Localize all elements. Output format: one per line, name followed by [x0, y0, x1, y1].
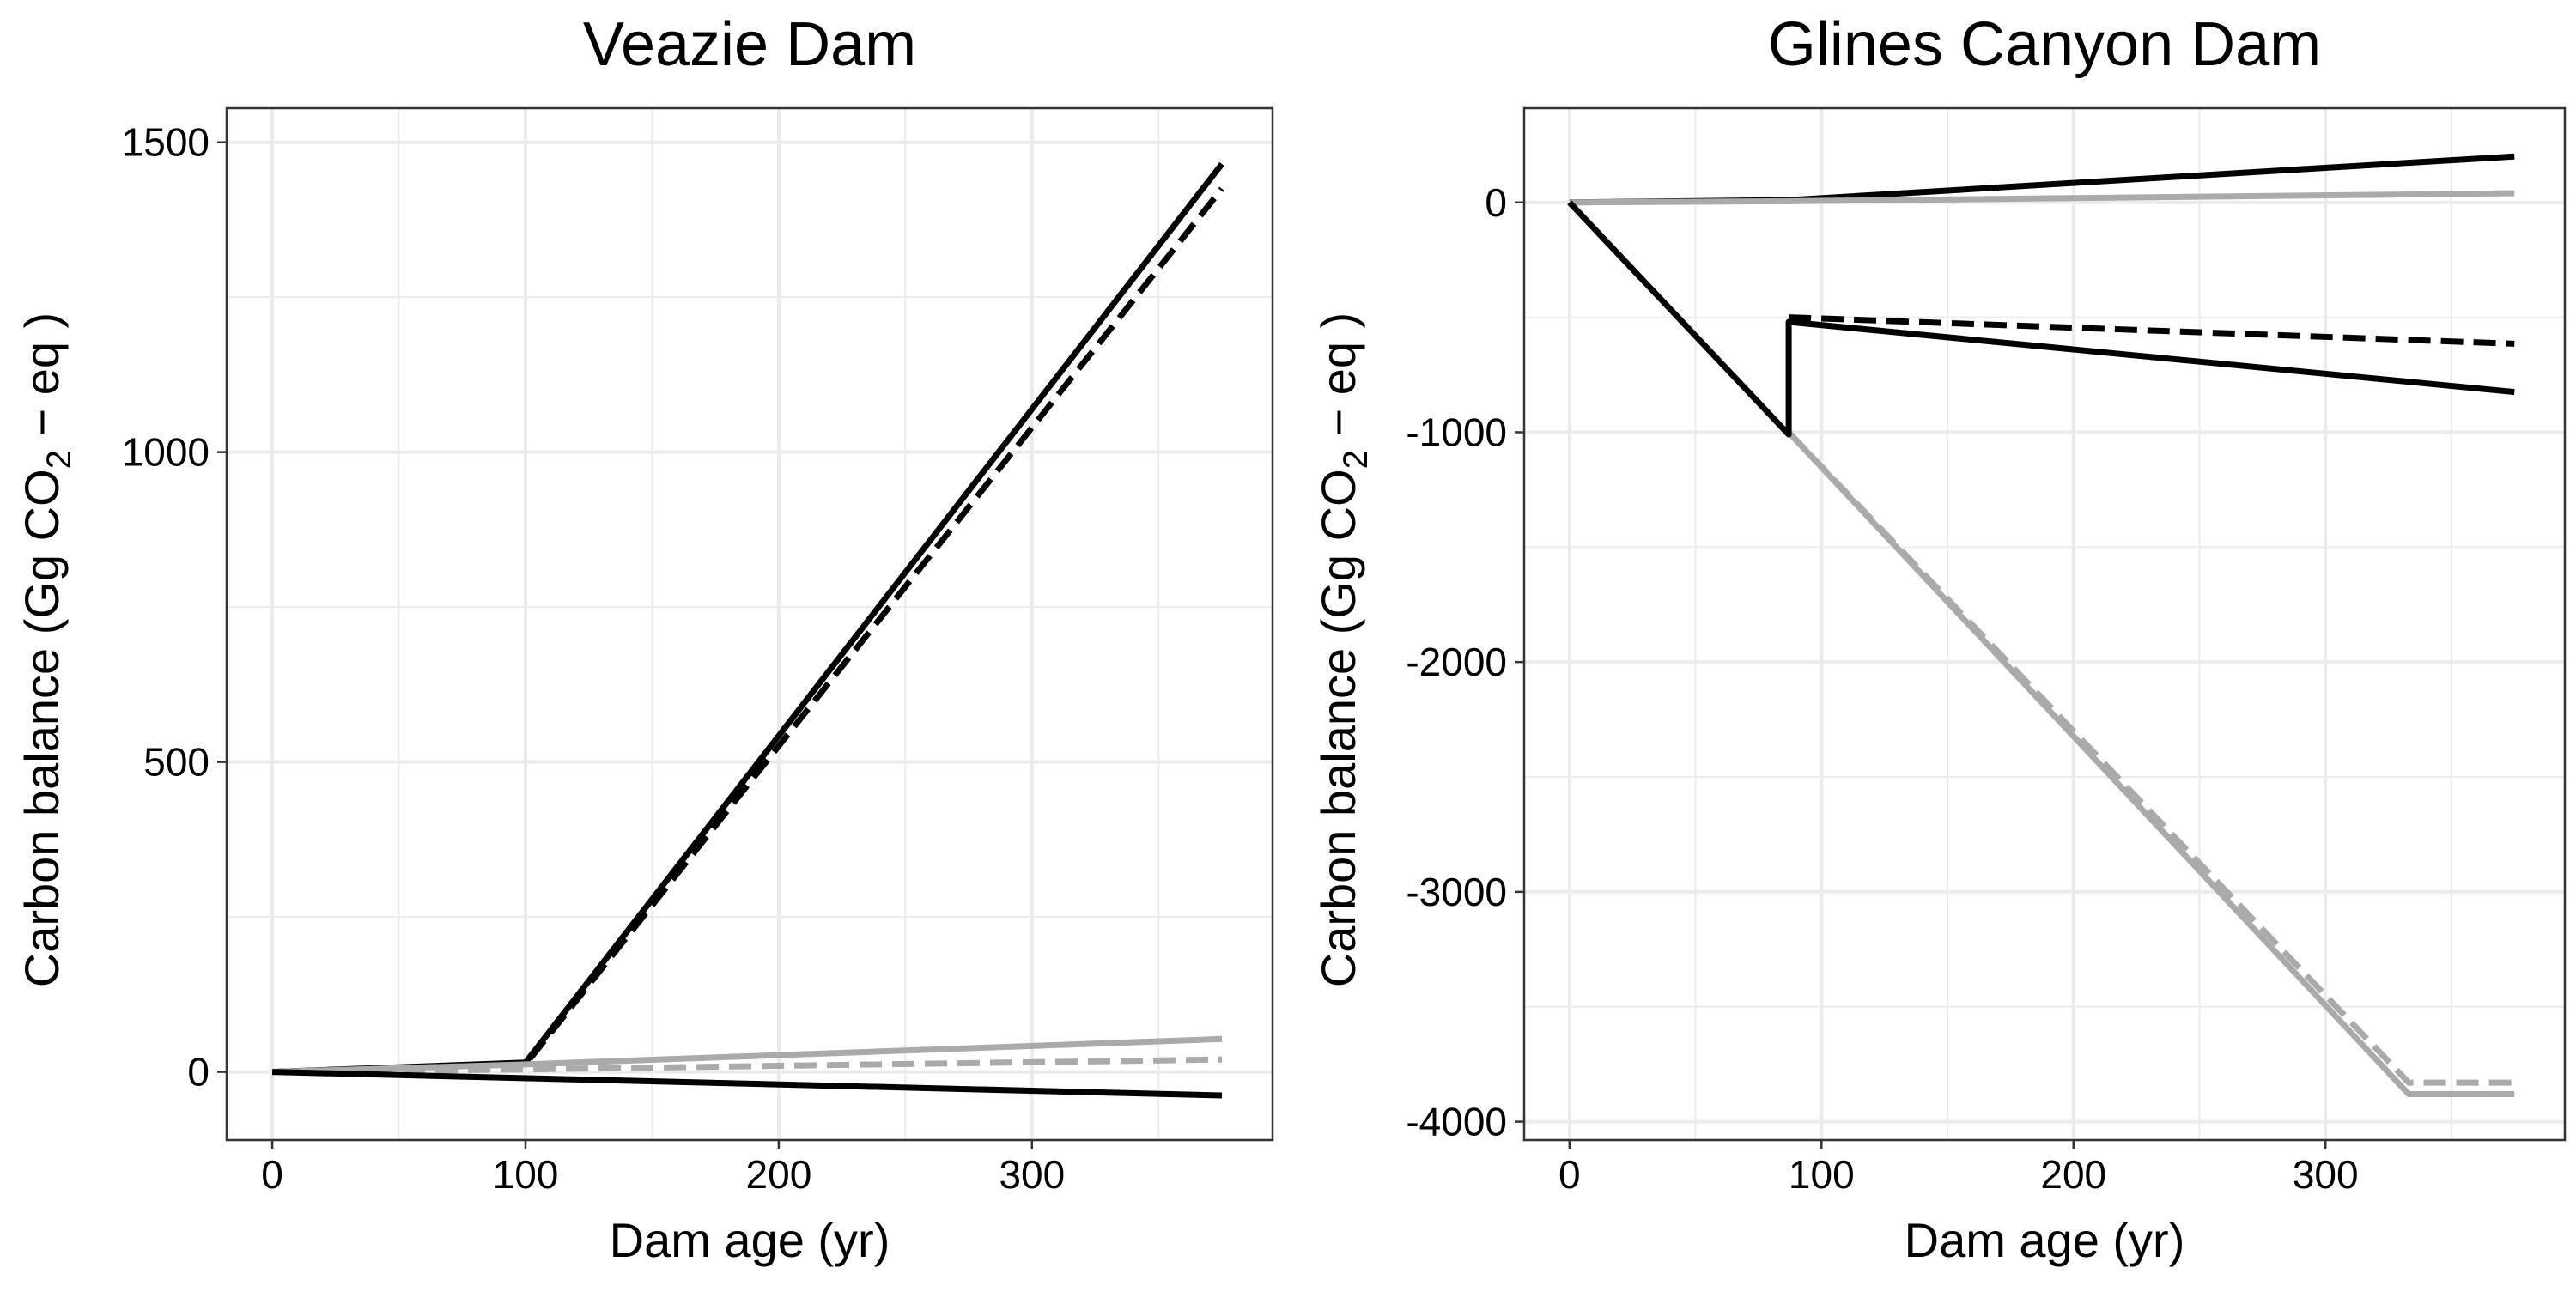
- x-tick-label: 200: [746, 1152, 812, 1197]
- chart-title: Glines Canyon Dam: [1768, 10, 2321, 79]
- y-tick-label: 0: [187, 1050, 210, 1095]
- series-line-4: [1786, 430, 2515, 1097]
- series-line-2: [1569, 190, 2515, 206]
- y-axis-label-subscript: 2: [1337, 450, 1375, 469]
- series-line-5: [1788, 314, 2515, 347]
- x-tick-label: 100: [493, 1152, 559, 1197]
- y-tick-label: -4000: [1406, 1100, 1507, 1144]
- chart-panel-1: 0 100 200 300 0 500 1000 1500 Veazie Dam Dam age …: [15, 10, 1274, 1267]
- x-tick-label: 200: [2040, 1152, 2106, 1197]
- x-tick-label: 100: [1789, 1152, 1855, 1197]
- y-axis-label-prefix: Carbon balance (Gg CO: [1311, 469, 1365, 987]
- series-line-2: [271, 186, 1224, 1076]
- x-axis-label: Dam age (yr): [1905, 1213, 2185, 1267]
- y-tick-label: -1000: [1406, 409, 1507, 454]
- x-tick-label: 0: [261, 1152, 283, 1197]
- series-line-3: [1786, 430, 2515, 1086]
- x-tick-label: 300: [2293, 1152, 2359, 1197]
- y-axis-label-subscript: 2: [40, 450, 78, 469]
- y-tick-label: -3000: [1406, 870, 1507, 914]
- y-axis-label: Carbon balance (Gg CO2 − eq ): [15, 312, 78, 987]
- panel-border: [1522, 106, 2567, 1142]
- x-axis-label: Dam age (yr): [610, 1213, 890, 1267]
- y-axis-label-prefix: Carbon balance (Gg CO: [15, 469, 69, 987]
- y-tick-label: 1000: [122, 430, 210, 475]
- series-line-6: [1567, 200, 2515, 438]
- chart-title: Veazie Dam: [583, 10, 916, 79]
- y-tick-label: 0: [1485, 180, 1507, 225]
- panel-border: [225, 106, 1274, 1142]
- y-axis-label-suffix: − eq ): [1311, 312, 1365, 450]
- x-tick-label: 0: [1558, 1152, 1581, 1197]
- chart-panel-2: 0 100 200 300 -4000 -3000 -2000 -1000 0 Glines Ca…: [1311, 10, 2567, 1267]
- series-line-1: [271, 161, 1224, 1076]
- y-tick-label: -2000: [1406, 640, 1507, 684]
- series-line-5: [272, 1069, 1223, 1099]
- y-tick-label: 1500: [122, 120, 210, 165]
- y-axis-label-suffix: − eq ): [15, 312, 69, 450]
- x-tick-label: 300: [999, 1152, 1065, 1197]
- y-tick-label: 500: [143, 740, 210, 785]
- y-axis-label: Carbon balance (Gg CO2 − eq ): [1311, 312, 1375, 987]
